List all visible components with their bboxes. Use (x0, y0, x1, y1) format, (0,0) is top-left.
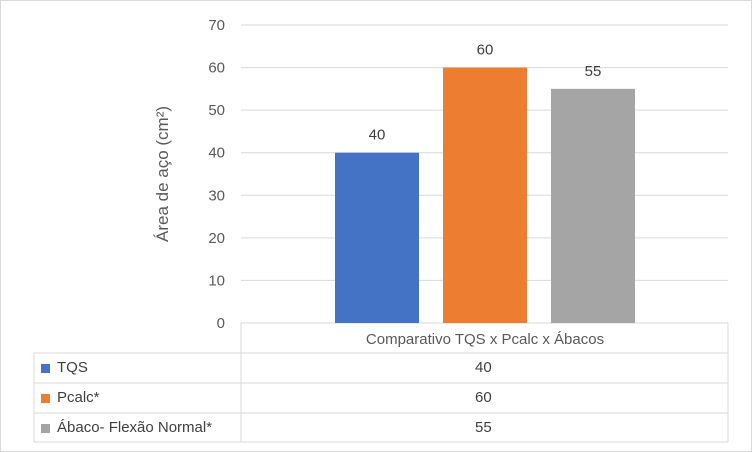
x-category-label: Comparativo TQS x Pcalc x Ábacos (366, 331, 604, 348)
bar-data-labels: 40 60 55 (369, 42, 602, 144)
y-tick-label: 70 (208, 17, 225, 34)
legend-series-name: TQS (57, 359, 88, 376)
bar-data-label: 40 (369, 127, 386, 144)
y-tick-label: 50 (208, 102, 225, 119)
data-table-lines (33, 323, 729, 443)
table-value: 40 (475, 359, 492, 376)
legend-swatch (41, 364, 50, 373)
y-axis-title: Área de aço (cm²) (153, 106, 172, 242)
y-tick-label: 10 (208, 272, 225, 289)
legend-swatch (41, 394, 50, 403)
table-value: 60 (475, 389, 492, 406)
y-tick-label: 40 (208, 145, 225, 162)
table-value: 55 (475, 419, 492, 436)
y-tick-label: 0 (217, 315, 225, 332)
bar-data-label: 55 (585, 63, 602, 80)
bar-data-label: 60 (477, 42, 494, 59)
y-tick-label: 20 (208, 230, 225, 247)
legend-swatch (41, 424, 50, 433)
y-tick-label: 30 (208, 187, 225, 204)
legend-series-name: Pcalc* (57, 389, 100, 406)
legend-series-name: Ábaco- Flexão Normal* (57, 419, 213, 436)
y-tick-label: 60 (208, 60, 225, 77)
bar-3 (551, 88, 635, 323)
bar-2 (443, 67, 527, 323)
bar-1 (335, 152, 419, 323)
bars (335, 67, 635, 323)
y-tick-labels: 0 10 20 30 40 50 60 70 (208, 17, 225, 332)
